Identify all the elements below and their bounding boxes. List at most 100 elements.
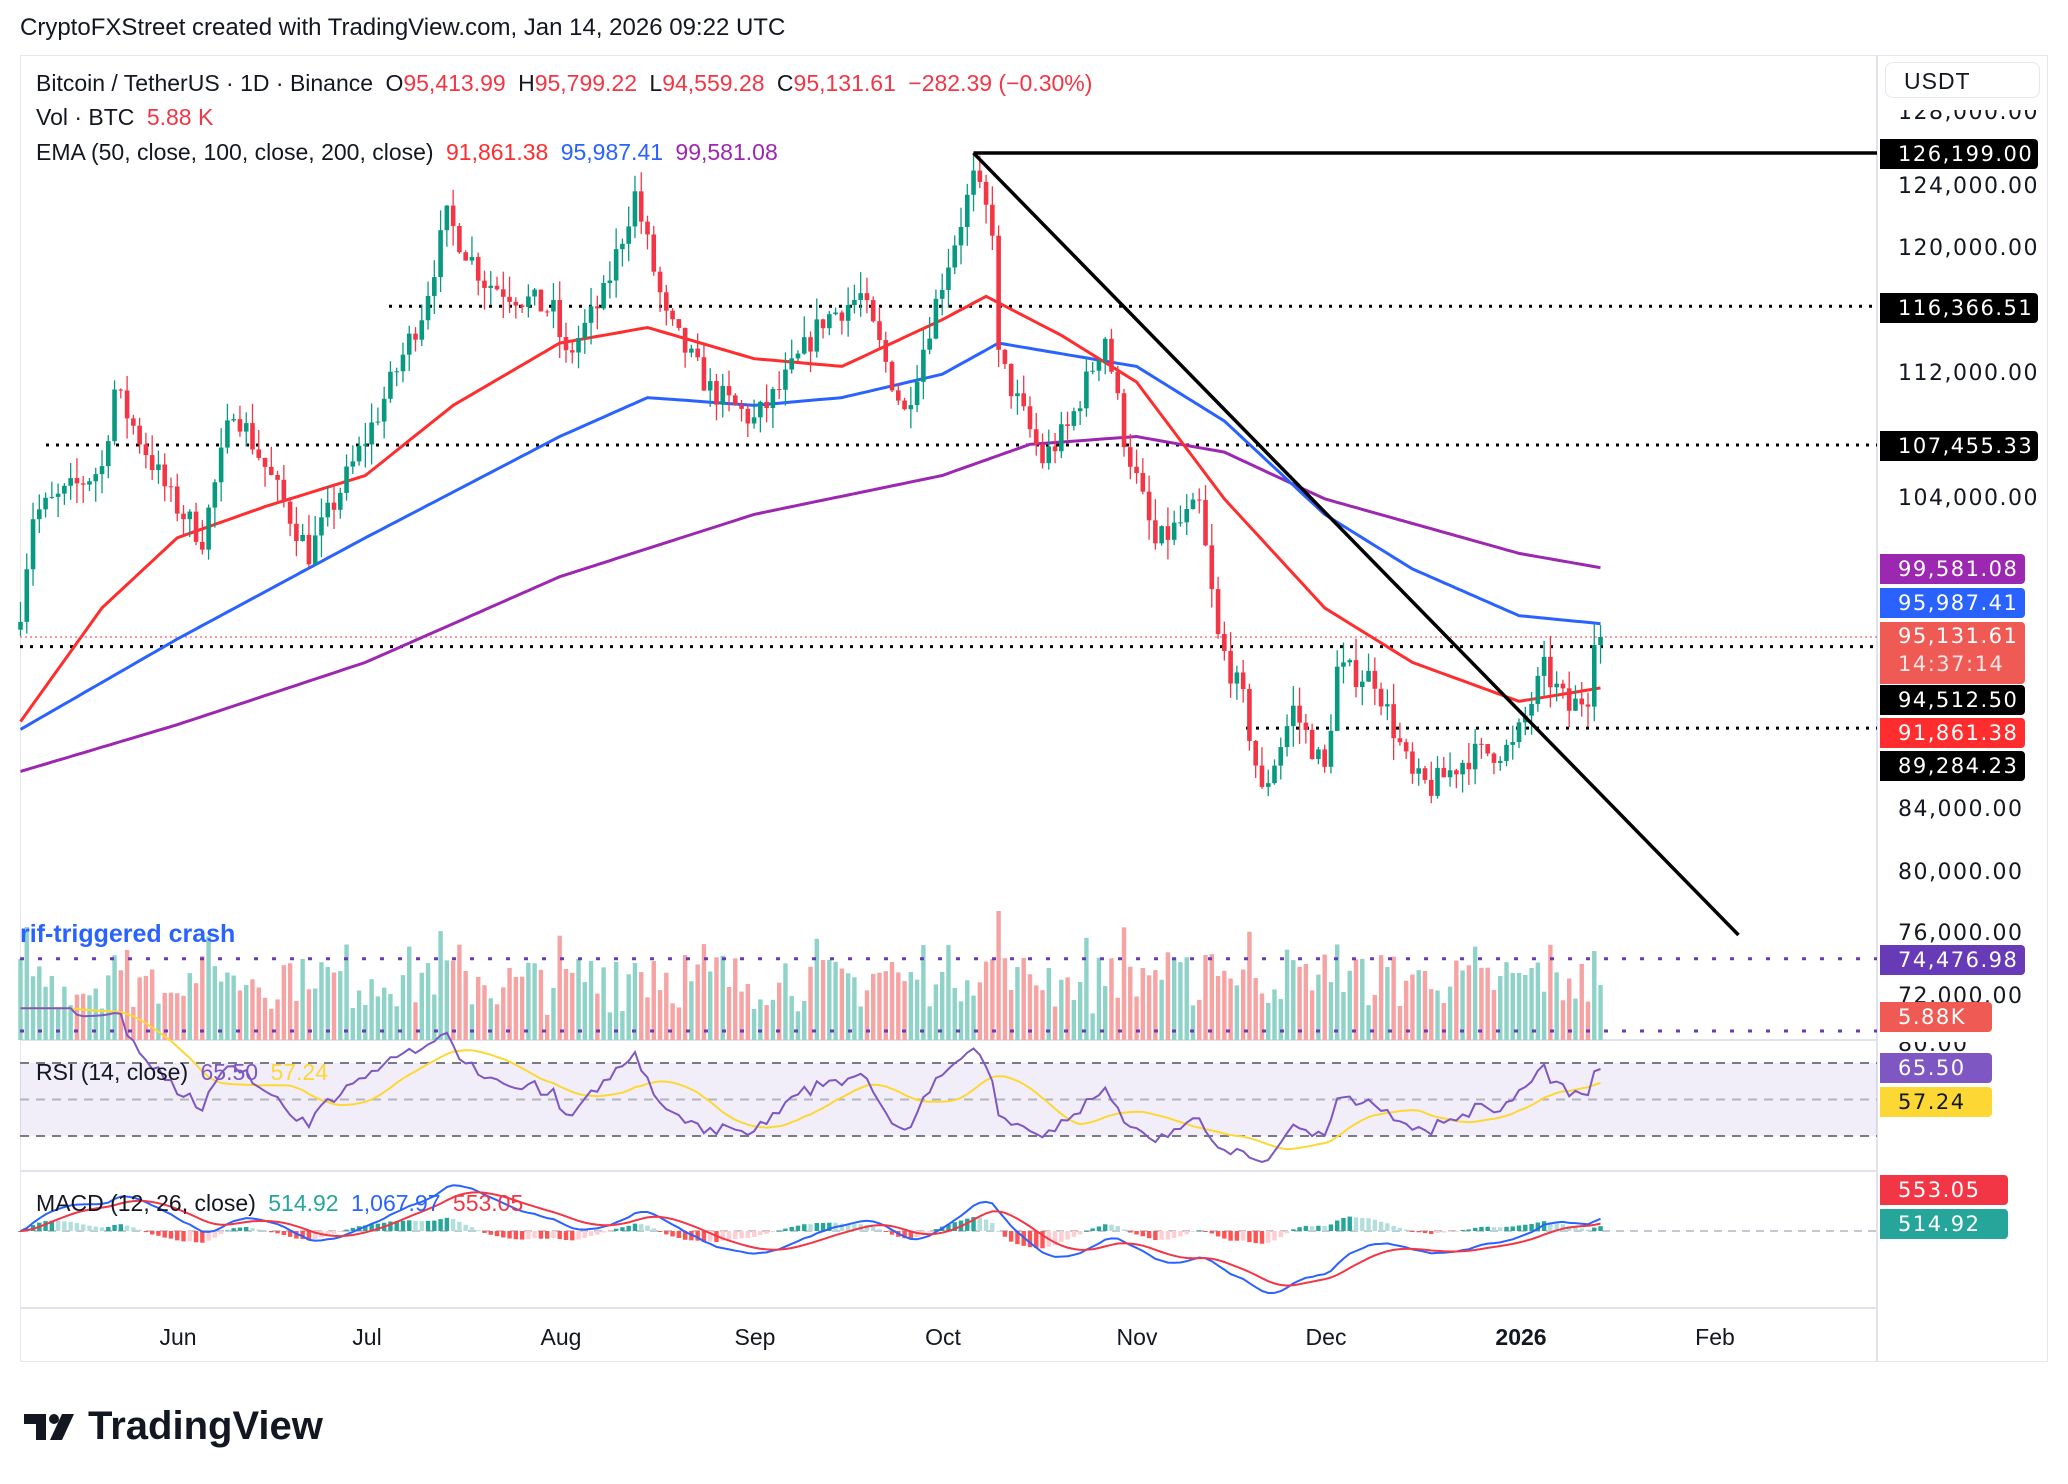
candle-body [789,358,795,370]
macd-histogram-bar [1291,1229,1296,1231]
volume-bar [770,999,776,1040]
volume-bar [827,959,832,1040]
volume-bar [369,979,374,1040]
candle-body [1090,370,1095,372]
volume-bar [1566,978,1572,1040]
volume-bar [933,984,939,1040]
legend-symbol-row: Bitcoin / TetherUS · 1D · Binance O95,41… [36,70,1098,97]
volume-bar [1266,1002,1271,1040]
macd-histogram-bar [770,1231,776,1233]
price-axis-label: 112,000.00 [1898,361,2039,386]
macd-hist-value: 514.92 [268,1190,339,1216]
candle-body [1428,779,1434,796]
volume-bar [463,970,468,1040]
volume-bar [1491,990,1497,1040]
volume-bar [1529,968,1534,1040]
macd-histogram-bar [1234,1231,1240,1241]
volume-bar [200,956,205,1040]
last-price-tag: 95,131.61 14:37:14 [1880,622,2025,684]
candle-body [1002,349,1008,364]
volume-label[interactable]: Vol · BTC [36,104,135,130]
macd-histogram-bar [651,1228,656,1231]
candle-body [977,170,983,182]
volume-bar [1309,990,1315,1040]
volume-bar [1027,974,1033,1040]
macd-histogram-bar [676,1231,682,1238]
volume-bar [262,997,268,1040]
macd-histogram-bar [1566,1226,1572,1231]
macd-histogram-bar [369,1224,374,1231]
macd-histogram-bar [1529,1223,1534,1231]
macd-histogram-bar [494,1231,500,1237]
candle-body [87,481,92,485]
macd-histogram-bar [1115,1226,1120,1231]
candle-body [801,337,807,354]
candle-body [576,338,581,353]
rsi-label[interactable]: RSI (14, close) [36,1059,189,1085]
candle-body [1240,672,1246,690]
candle-body [526,296,531,308]
candle-body [1529,703,1534,716]
macd-signal-line [20,1191,1601,1287]
candle-body [1015,393,1020,397]
tradingview-logo[interactable]: TradingView [24,1404,323,1449]
volume-bar [1165,952,1171,1040]
candle-body [1491,753,1497,763]
ema-label[interactable]: EMA (50, close, 100, close, 200, close) [36,139,434,165]
macd-histogram-bar [814,1223,819,1231]
candle-body [1178,522,1183,524]
candle-body [193,511,199,542]
macd-label[interactable]: MACD (12, 26, close) [36,1190,256,1216]
candle-body [676,319,682,328]
volume-bar [1598,985,1603,1040]
volume-bar [1460,970,1465,1040]
candle-body [1059,424,1064,452]
currency-selector[interactable]: USDT [1885,62,2040,98]
volume-bar [300,958,305,1040]
volume-bar [808,966,813,1040]
volume-bar [250,979,255,1040]
candle-body [1366,670,1371,682]
volume-bar [1052,1006,1058,1040]
volume-bar [488,998,493,1040]
macd-histogram-bar [118,1224,124,1231]
macd-histogram-bar [1146,1231,1152,1239]
volume-bar [958,1001,964,1040]
volume-bar [839,968,845,1040]
macd-histogram-bar [1027,1231,1033,1248]
rsi-ma-value: 57.24 [270,1059,329,1085]
candle-body [1171,522,1177,540]
macd-histogram-bar [1065,1231,1070,1240]
macd-histogram-bar [1372,1219,1378,1231]
rsi-ma-tag: 57.24 [1880,1087,1992,1117]
macd-histogram-bar [425,1220,431,1231]
ema100-tag: 95,987.41 [1880,588,2025,618]
volume-bar [1059,979,1064,1040]
candle-body [745,408,751,424]
macd-histogram-bar [1197,1230,1202,1232]
candle-body [946,267,951,290]
close-label: C [776,70,794,96]
volume-bar [1510,973,1515,1040]
volume-bar [670,1003,675,1040]
candle-body [632,191,638,227]
volume-bar [971,995,976,1040]
candle-body [206,507,211,550]
volume-bar [1316,974,1321,1040]
volume-bar [783,963,788,1040]
volume-bar [494,1004,500,1040]
macd-histogram-bar [877,1229,882,1231]
candle-body [344,466,349,493]
volume-bar [187,973,192,1040]
volume-bar [714,957,719,1040]
symbol-name[interactable]: Bitcoin / TetherUS · 1D · Binance [36,70,374,96]
volume-bar [695,964,700,1040]
volume-bar [613,961,619,1040]
macd-histogram-bar [1247,1231,1252,1243]
candle-body [1510,742,1516,745]
macd-histogram-bar [1278,1231,1283,1238]
volume-bar [1422,970,1428,1040]
volume-bar [939,971,945,1040]
candle-body [1297,705,1302,723]
